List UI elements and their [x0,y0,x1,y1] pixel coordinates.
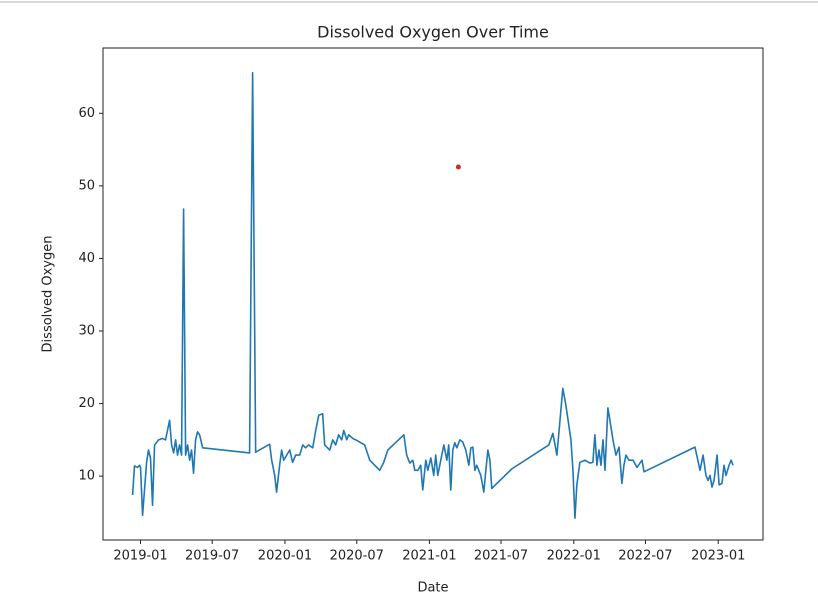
data-point [455,164,461,170]
x-tick-label: 2020-01 [258,549,312,564]
x-tick-label: 2019-01 [113,549,167,564]
x-tick-label: 2020-07 [330,549,384,564]
y-axis-label: Dissolved Oxygen [41,236,56,353]
plot-frame [102,47,764,541]
data-line [131,71,734,520]
y-tick-label: 60 [78,106,95,121]
x-tick-label: 2022-01 [547,549,601,564]
x-tick-label: 2023-01 [691,549,745,564]
y-tick-label: 20 [78,396,95,411]
x-tick-label: 2021-07 [474,549,528,564]
y-tick-label: 40 [78,251,95,266]
chart-title: Dissolved Oxygen Over Time [317,23,549,42]
y-tick-label: 50 [78,178,95,193]
y-tick-label: 10 [78,469,95,484]
x-tick-label: 2022-07 [618,549,672,564]
y-tick-label: 30 [78,324,95,339]
x-tick-label: 2021-01 [402,549,456,564]
x-axis-label: Date [417,581,448,596]
x-tick-label: 2019-07 [185,549,239,564]
